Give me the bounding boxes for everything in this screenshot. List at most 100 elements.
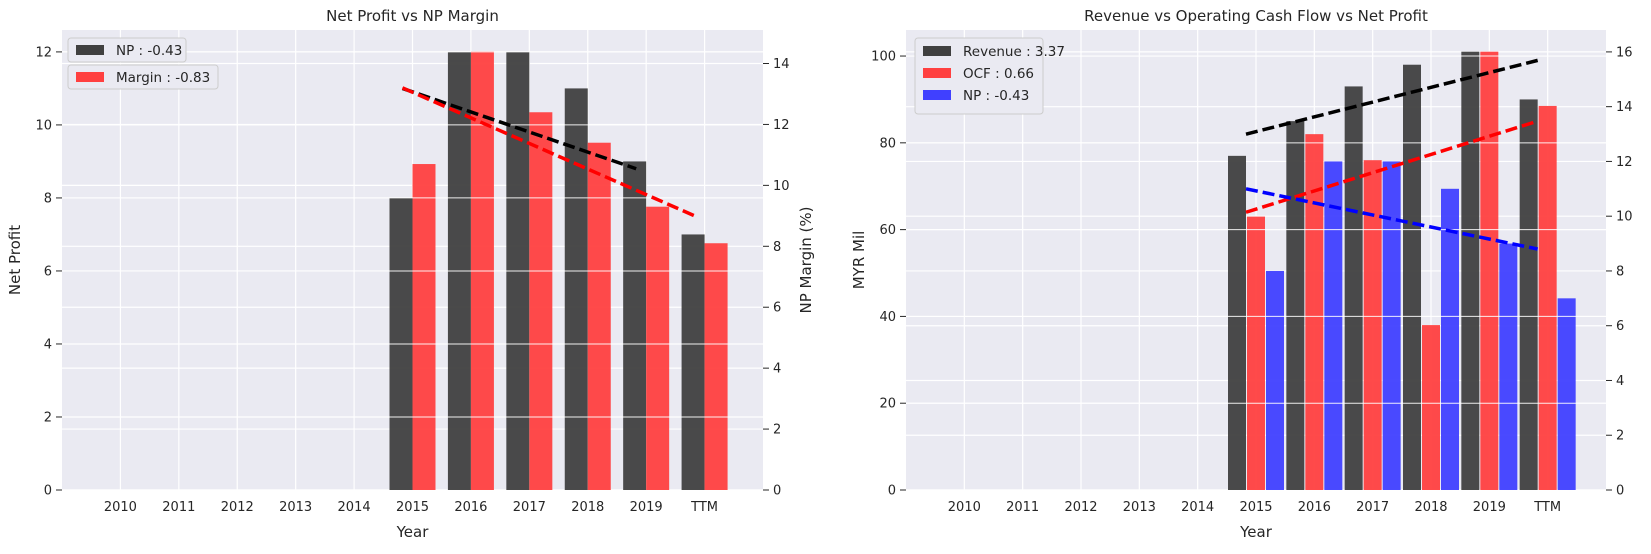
trend-line [401,86,637,171]
y-tick-label: 40 [879,310,896,325]
legend-swatch [923,68,951,78]
y2-tick-label: 12 [773,118,790,133]
x-tick-label: 2016 [1298,500,1331,515]
bar-np [681,234,705,490]
bar-np [1324,161,1343,490]
bar-revenue [1228,155,1246,490]
x-tick-label: 2012 [1064,500,1097,515]
y-tick-label: 80 [879,136,896,151]
x-tick-label: 2014 [1181,500,1214,515]
trend-line [401,86,696,218]
x-tick-label: 2017 [513,500,546,515]
legend-label: OCF : 0.66 [963,66,1034,82]
y-tick-label: 6 [44,264,52,279]
legend-swatch [923,90,951,100]
y2-tick-label: 12 [1616,155,1633,170]
y-tick-label: 20 [879,397,896,412]
chart-title: Revenue vs Operating Cash Flow vs Net Pr… [1084,7,1428,25]
x-tick-label: 2010 [948,500,981,515]
x-tick-label: 2018 [571,500,604,515]
y2-tick-label: 10 [773,179,790,194]
bar-np [623,161,647,490]
x-tick-label: 2013 [279,500,312,515]
x-tick-label: 2018 [1414,500,1447,515]
legend-label: NP : -0.43 [963,88,1029,104]
y2-tick-label: 6 [1616,319,1624,334]
y-tick-label: 100 [871,50,896,65]
bar-ocf [1480,51,1499,490]
bar-ocf [1305,134,1324,490]
bar-ocf [1538,105,1557,491]
bar-np [1266,270,1284,490]
legend-swatch [76,45,104,55]
legend-label: Margin : -0.83 [116,70,210,86]
y2-tick-label: 10 [1616,210,1633,225]
y2-tick-label: 4 [773,362,781,377]
y2-tick-label: 8 [1616,264,1624,279]
y2-tick-label: 2 [1616,429,1624,444]
y-axis-label: MYR Mil [850,231,868,290]
y-tick-label: 0 [888,484,896,499]
x-tick-label: 2011 [1006,500,1039,515]
y-tick-label: 8 [44,191,52,206]
bar-np [1499,243,1518,490]
y-tick-label: 12 [35,45,52,60]
x-tick-label: 2011 [162,500,195,515]
x-tick-label: 2014 [338,500,371,515]
bar-margin [587,142,611,491]
chart-2: 0 20 40 60 80 100 0 2 4 6 8 10 12 14 16 2010 2011 2012 201… [850,7,1633,541]
legend-label: NP : -0.43 [116,43,182,59]
y2-tick-label: 2 [773,423,781,438]
x-tick-label: TTM [1533,500,1561,515]
bar-np [1382,161,1401,490]
chart-1: 0 2 4 6 8 10 12 0 2 4 6 8 10 12 14 2010 2011 2012 2013 2014… [6,7,815,541]
bar-revenue [1519,99,1538,490]
x-tick-label: 2013 [1123,500,1156,515]
y-tick-label: 2 [44,410,52,425]
y-tick-label: 4 [44,337,52,352]
bar-np [564,88,588,491]
x-tick-label: 2016 [454,500,487,515]
x-tick-label: 2010 [104,500,137,515]
bar-margin [646,206,670,491]
y2-tick-label: 14 [773,57,790,72]
legend-swatch [76,72,104,82]
y2-tick-label: 8 [773,240,781,255]
x-tick-label: 2015 [396,500,429,515]
y-tick-label: 10 [35,118,52,133]
legend-swatch [923,46,951,56]
y2-tick-label: 16 [1616,45,1633,60]
x-axis-label: Year [396,523,430,541]
legend-label: Revenue : 3.37 [963,44,1065,60]
bar-revenue [1344,86,1363,490]
bar-margin [412,164,436,490]
bar-revenue [1403,64,1421,490]
y-tick-label: 60 [879,223,896,238]
y2-tick-label: 6 [773,301,781,316]
bar-revenue [1286,121,1305,490]
y2-tick-label: 14 [1616,100,1633,115]
y2-tick-label: 0 [1616,484,1624,499]
legend-box [67,37,187,63]
y-axis-label: Net Profit [6,225,24,295]
bar-margin [529,112,553,491]
x-tick-label: 2019 [630,500,663,515]
bar-revenue [1461,51,1480,490]
bar-np [1557,298,1576,490]
x-axis-label: Year [1239,523,1273,541]
legend-box [67,64,219,90]
x-tick-label: 2017 [1356,500,1389,515]
y-tick-label: 0 [44,484,52,499]
y2-tick-label: 4 [1616,374,1624,389]
chart-title: Net Profit vs NP Margin [326,7,499,25]
x-tick-label: 2015 [1239,500,1272,515]
bar-ocf [1247,216,1265,491]
bar-ocf [1422,325,1440,490]
trend-line [1245,187,1539,251]
x-tick-label: TTM [690,500,718,515]
bar-margin [704,243,728,490]
x-tick-label: 2019 [1473,500,1506,515]
bar-ocf [1363,160,1382,491]
